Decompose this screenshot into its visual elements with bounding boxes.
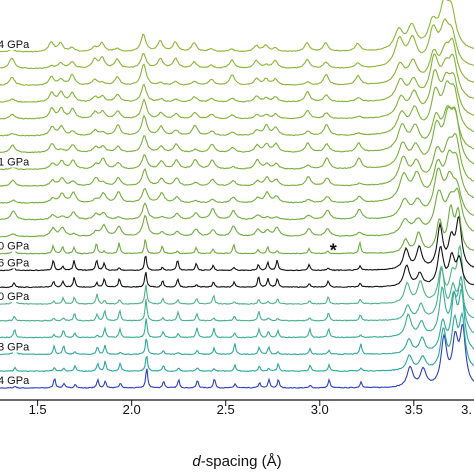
pressure-label-bg [0,155,38,168]
series-line [0,18,474,70]
series-line [0,149,474,204]
series-line [0,215,474,272]
pressure-label-bg [0,340,38,353]
pressure-labels: 4 GPa 3 GPa 0 GPa 6 GPa 0 GPa 1 GPa 4 GPa [0,38,38,387]
pressure-label-bg [0,290,38,302]
pressure-label: 6 GPa [0,257,30,269]
series-line [0,265,474,322]
series-line [0,132,474,187]
pressure-label: 3 GPa [0,341,30,353]
series-line [0,203,474,255]
series-line [0,104,474,154]
x-tick-label: 2.0 [123,402,141,417]
pressure-label: 1 GPa [0,157,30,169]
series-line [0,167,474,221]
x-axis-ticks: 1.5 2.0 2.5 3.0 3.5 3. [29,400,472,417]
series-line [0,324,474,389]
pressure-label: 0 GPa [0,291,30,303]
x-tick-label: 1.5 [29,402,47,417]
pressure-label: 0 GPa [0,241,30,253]
pressure-label-bg [0,38,38,50]
pressure-label: 4 GPa [0,39,30,51]
series-line [0,187,474,238]
pressure-label-bg [0,374,38,386]
pressure-label-bg [0,256,38,269]
series-line [0,276,474,339]
series-line [0,288,474,356]
series-line [0,37,474,86]
series-line [0,106,474,171]
x-axis-label-italic: d [192,453,201,470]
series-line [0,0,474,53]
series-traces [0,0,474,389]
x-tick-label-partial: 3. [461,402,472,417]
series-line [0,245,474,289]
x-tick-label: 2.5 [217,402,235,417]
series-line [0,311,474,373]
x-axis-label-rest: -spacing (Å) [201,453,282,470]
x-axis-label: d-spacing (Å) [192,453,281,470]
series-line [0,244,474,305]
impurity-asterisk: * [330,240,337,260]
series-line [0,80,474,137]
series-line [0,53,474,103]
x-tick-label: 3.5 [405,402,423,417]
x-tick-label: 3.0 [311,402,329,417]
pressure-label: 4 GPa [0,375,30,387]
pressure-label-bg [0,239,38,252]
series-line [0,68,474,120]
